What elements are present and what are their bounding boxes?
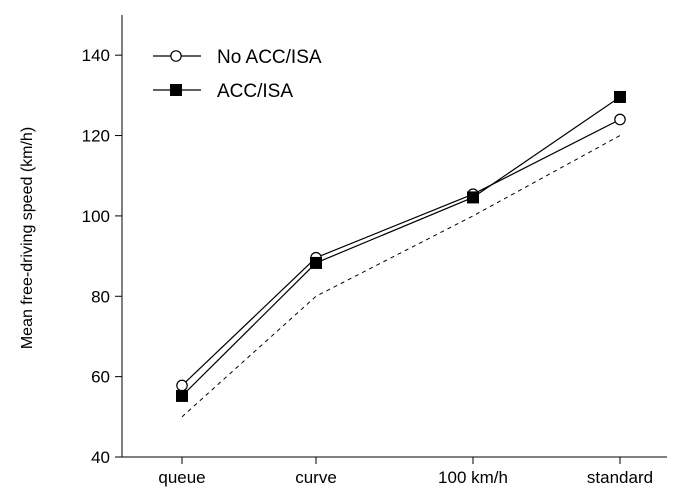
y-axis-ticks: 40 60 80 100 120 140	[82, 46, 122, 467]
series-group	[176, 90, 626, 402]
legend-marker-circle	[170, 50, 182, 62]
series-line-1	[181, 118, 621, 386]
legend: No ACC/ISA ACC/ISA	[153, 47, 322, 102]
series-line-2	[181, 96, 621, 397]
x-tick-label: curve	[295, 468, 337, 487]
data-point-square	[614, 90, 626, 103]
y-tick-label: 120	[82, 127, 110, 146]
y-tick-label: 80	[91, 287, 110, 306]
y-tick-label: 100	[82, 207, 110, 226]
data-point-circle	[176, 379, 188, 392]
legend-label: No ACC/ISA	[217, 47, 322, 68]
legend-marker-square	[170, 84, 182, 96]
x-tick-label: standard	[587, 468, 653, 487]
y-tick-label: 60	[91, 368, 110, 387]
axes	[121, 15, 667, 458]
y-tick-label: 40	[91, 448, 110, 467]
data-point-square	[176, 389, 188, 402]
data-point-square	[310, 256, 322, 269]
y-axis-title: Mean free-driving speed (km/h)	[19, 127, 36, 349]
reference-line-group	[181, 135, 621, 418]
x-tick-label: 100 km/h	[438, 468, 508, 487]
y-tick-label: 140	[82, 46, 110, 65]
x-tick-label: queue	[158, 468, 205, 487]
data-point-square	[467, 191, 479, 204]
x-axis-ticks: queue curve 100 km/h standard	[158, 457, 653, 487]
data-point-circle	[614, 113, 626, 126]
reference-dashed-line	[181, 135, 621, 418]
legend-label: ACC/ISA	[217, 81, 293, 102]
